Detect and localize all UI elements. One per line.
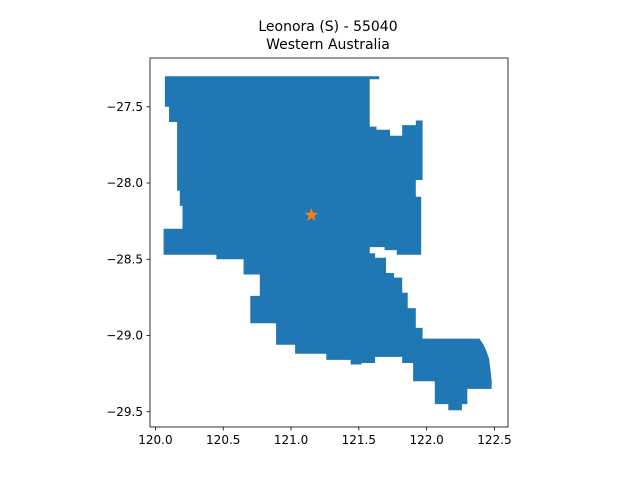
- y-tick-label: −28.0: [106, 176, 143, 190]
- y-tick-label: −27.5: [106, 100, 143, 114]
- star-icon: [304, 208, 319, 221]
- x-tick-label: 122.0: [409, 433, 443, 447]
- region-polygon: [163, 76, 492, 411]
- y-tick-label: −29.5: [106, 405, 143, 419]
- plot-area: [149, 57, 509, 428]
- x-axis: 120.0 120.5 121.0 121.5 122.0 122.5: [138, 427, 512, 447]
- chart-title-line-1: Leonora (S) - 55040: [258, 19, 397, 35]
- y-tick-label: −29.0: [106, 329, 143, 343]
- x-tick-label: 121.0: [274, 433, 308, 447]
- chart-title-line-2: Western Australia: [266, 37, 390, 53]
- x-tick-label: 120.0: [138, 433, 172, 447]
- y-tick-label: −28.5: [106, 252, 143, 266]
- plot-frame: [149, 57, 509, 428]
- marker-layer: [304, 208, 319, 221]
- y-axis: −27.5 −28.0 −28.5 −29.0 −29.5: [106, 100, 150, 419]
- x-tick-label: 122.5: [477, 433, 511, 447]
- x-tick-label: 120.5: [206, 433, 240, 447]
- x-tick-label: 121.5: [342, 433, 376, 447]
